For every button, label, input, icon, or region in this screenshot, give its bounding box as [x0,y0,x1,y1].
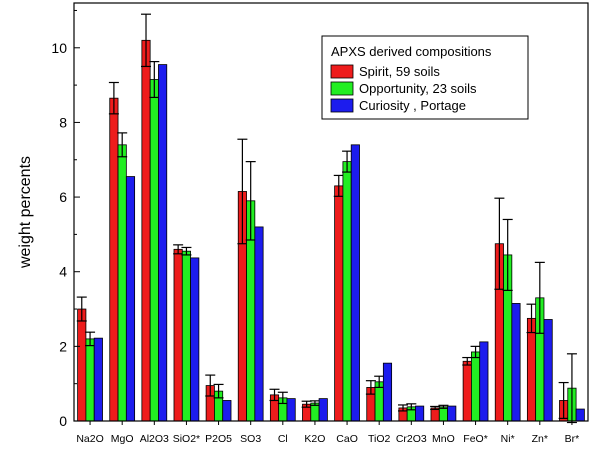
bar-SiO2-series-1 [173,248,183,422]
x-tick-label: SO3 [240,433,261,445]
legend: APXS derived compositions Spirit, 59 soi… [321,35,529,120]
x-tick-label: P2O5 [205,433,232,445]
x-tick-label: Br* [565,433,580,445]
bar-SiO2-series-2 [181,250,191,422]
bar-Al2O3-series-1 [141,39,151,422]
bar-MnO-series-3 [447,405,457,422]
bar-Na2O-series-1 [77,308,87,422]
y-tick-label: 6 [59,189,67,205]
x-tick-label: Zn* [532,433,548,445]
bar-SiO2-series-3 [190,257,200,422]
bar-Zn-series-3 [543,319,553,422]
legend-swatch-series-1 [330,64,354,79]
bar-P2O5-series-3 [222,400,232,422]
legend-swatch-series-3 [330,98,354,113]
bar-K2O-series-3 [318,398,328,422]
y-tick-label: 8 [59,114,67,130]
y-tick-label: 0 [59,413,67,429]
legend-label-series-2: Opportunity, 23 soils [359,81,477,96]
bar-Cl-series-3 [286,398,296,422]
x-tick-label: K2O [304,433,325,445]
bar-FeO-series-1 [462,360,472,422]
x-tick-label: TiO2 [368,433,391,445]
bar-Zn-series-1 [526,317,537,422]
legend-box [321,35,529,120]
y-tick-label: 4 [59,264,67,280]
bar-Br-series-3 [575,408,585,422]
bar-FeO-series-3 [479,341,489,422]
x-tick-label: CaO [336,433,358,445]
axes-group: Na2O MgO Al2O3 SiO2* P2O5 SO3 Cl K2O CaO TiO2 Cr2O… [51,2,589,445]
legend-swatch-series-2 [330,81,354,96]
x-tick-label: Cl [278,433,288,445]
x-tick-label: Cr2O3 [396,433,427,445]
bar-FeO-series-2 [471,351,481,422]
x-tick-label: MnO [432,433,455,445]
bar-Al2O3-series-2 [149,79,159,422]
bar-Na2O-series-2 [85,338,95,422]
bar-CaO-series-1 [334,185,344,422]
x-tick-label: Ni* [501,433,515,445]
bar-Cr2O3-series-3 [415,405,425,422]
bar-MgO-series-2 [117,144,127,422]
y-tick-label: 2 [59,338,67,354]
bar-MnO-series-2 [438,406,448,422]
bar-Ni-series-3 [511,303,521,422]
legend-title: APXS derived compositions [331,44,492,59]
y-axis-title: weight percents [17,156,34,269]
bar-CaO-series-3 [350,144,360,422]
bar-MgO-series-1 [109,97,119,422]
legend-label-series-1: Spirit, 59 soils [359,64,440,79]
x-tick-label: FeO* [463,433,488,445]
bar-CaO-series-2 [342,161,352,422]
x-tick-label: Na2O [76,433,103,445]
bar-MgO-series-3 [125,176,136,422]
x-tick-label: MgO [111,433,134,445]
y-tick-label: 10 [51,40,67,56]
x-tick-label: SiO2* [173,433,200,445]
plot-frame [73,2,589,422]
legend-label-series-3: Curiosity , Portage [359,98,466,113]
bar-SO3-series-3 [254,226,264,422]
bar-Na2O-series-3 [93,337,103,422]
bar-Al2O3-series-3 [158,64,168,422]
x-tick-label: Al2O3 [140,433,169,445]
bar-TiO2-series-3 [382,362,393,422]
